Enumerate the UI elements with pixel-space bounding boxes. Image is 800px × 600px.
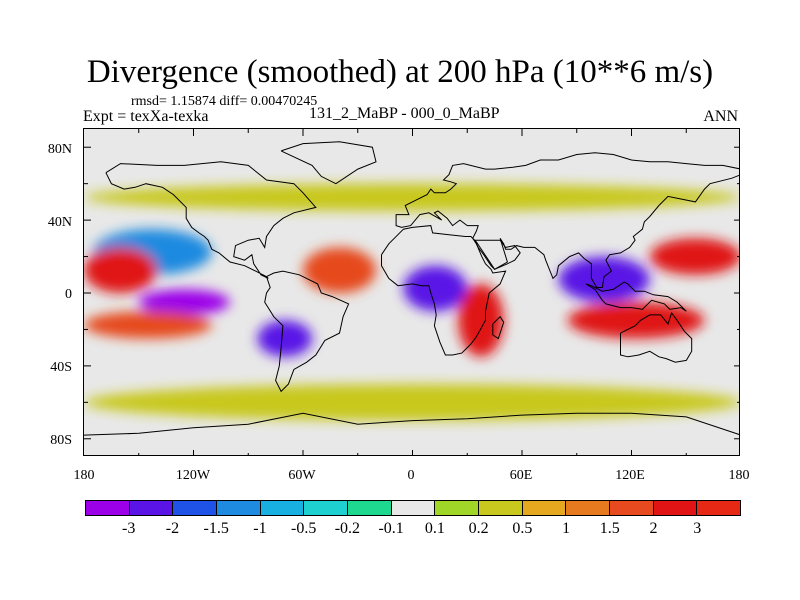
colorbar-label: 0.5 [512, 520, 533, 537]
field-divergence-north-pacific-west [649, 238, 739, 275]
colorbar-label: 1 [562, 520, 571, 537]
field-positive-band-southern-midlatitudes [84, 384, 739, 421]
coastline-south-america [264, 270, 350, 393]
lon-label-120e: 120E [615, 468, 645, 483]
field-divergence-east-pacific [84, 247, 157, 293]
colorbar-swatch [173, 501, 218, 515]
colorbar-swatch [391, 501, 436, 515]
colorbar-label: -1 [253, 520, 267, 537]
season-label: ANN [703, 108, 738, 125]
colorbar-label: 0.1 [424, 520, 445, 537]
colorbar-label: 0.2 [468, 520, 489, 537]
lat-label-40n: 40N [47, 215, 72, 230]
coastline-north-america [105, 161, 317, 279]
lat-label-80n: 80N [47, 142, 72, 157]
field-strong-convergence-tropical-pacific [138, 289, 230, 315]
colorbar-label: -1.5 [203, 520, 229, 537]
field-strong-divergence-east-africa [458, 283, 504, 357]
coastline-arabian-peninsula [474, 239, 521, 270]
experiment-label: Expt = texXa-texka [83, 108, 209, 125]
colorbar-swatch [348, 501, 392, 515]
lon-label-60w: 60W [288, 468, 316, 483]
colorbar-swatch [479, 501, 523, 515]
colorbar-swatch [435, 501, 480, 515]
colorbar-swatch [86, 501, 130, 515]
lat-label-equator: 0 [65, 287, 72, 302]
colorbar [85, 500, 741, 516]
coastline-australia [620, 311, 693, 363]
field-positive-band-northern-midlatitudes [84, 183, 739, 211]
colorbar-label: -0.2 [334, 520, 361, 537]
coastline-antarctica-edge [84, 412, 739, 436]
plot-title: Divergence (smoothed) at 200 hPa (10**6 … [86, 54, 714, 90]
colorbar-swatch [566, 501, 611, 515]
divergence-map [83, 128, 740, 456]
lat-label-80s: 80S [50, 433, 72, 448]
colorbar-label: -0.5 [290, 520, 317, 537]
colorbar-swatch [260, 501, 305, 515]
colorbar-label: 3 [693, 520, 702, 537]
colorbar-swatch [697, 501, 741, 515]
colorbar-label: -2 [165, 520, 180, 537]
coastlines [84, 141, 739, 436]
lon-label-180e: 180 [728, 468, 750, 483]
lon-label-180w: 180 [73, 468, 95, 483]
coastline-indonesia [585, 281, 687, 312]
colorbar-swatch [653, 501, 698, 515]
lat-label-40s: 40S [50, 360, 72, 375]
divergence-field [84, 183, 739, 421]
colorbar-label: 1.5 [599, 520, 620, 537]
colorbar-swatch [610, 501, 654, 515]
colorbar-swatch [129, 501, 174, 515]
colorbar-label: -0.1 [378, 520, 404, 537]
field-strong-convergence-south-america [257, 320, 313, 357]
field-divergence-north-atlantic [303, 247, 376, 293]
lon-label-60e: 60E [509, 468, 533, 483]
rmsd-diff-text: rmsd= 1.15874 diff= 0.00470245 [131, 94, 318, 109]
difference-case-label: 131_2_MaBP - 000_0_MaBP [309, 105, 500, 122]
field-convergence-africa [403, 265, 468, 312]
field-divergence-south-pacific [84, 311, 212, 339]
lon-label-120w: 120W [175, 468, 211, 483]
map-canvas [84, 129, 739, 455]
lon-label-0: 0 [407, 468, 415, 483]
axis-ticks [84, 129, 739, 455]
colorbar-swatch [522, 501, 567, 515]
colorbar-swatch [217, 501, 261, 515]
coastline-africa-eurasia [381, 152, 739, 356]
field-divergence-south-indian-ocean [567, 302, 705, 339]
colorbar-label: 2 [649, 520, 658, 537]
colorbar-label: -3 [122, 520, 136, 537]
colorbar-swatch [304, 501, 349, 515]
coastline-greenland [280, 141, 377, 185]
coastline-madagascar [492, 315, 505, 340]
